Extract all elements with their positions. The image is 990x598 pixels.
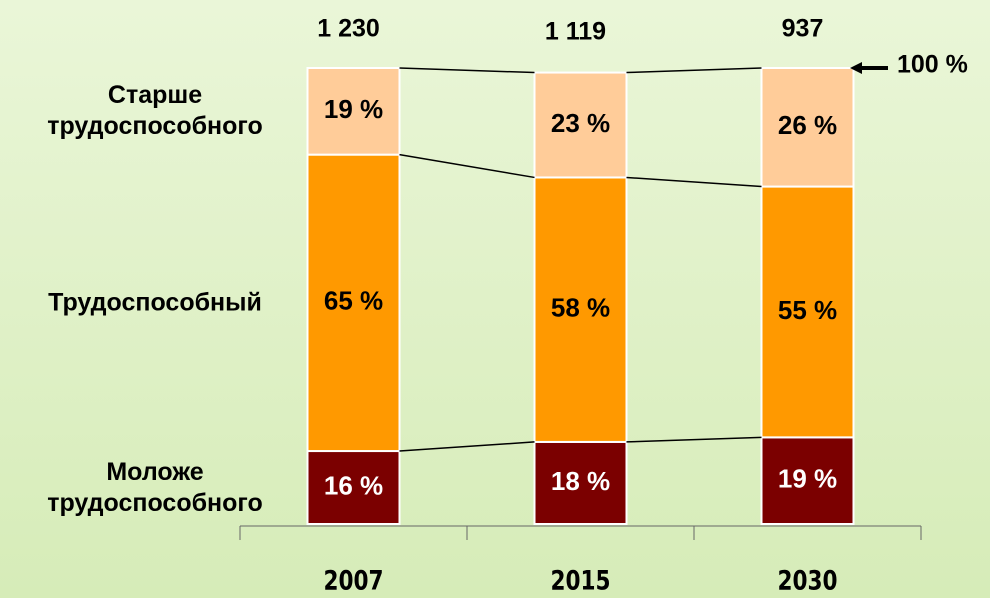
series-label: Моложе трудоспособного [47, 457, 263, 517]
bar-segment [306, 67, 401, 156]
connector [626, 176, 762, 188]
annotation-arrowhead [850, 62, 862, 74]
bar-segment [533, 71, 628, 179]
value-label: 16 % [324, 470, 383, 500]
bar-segment [306, 450, 401, 526]
value-label: 19 % [324, 94, 383, 124]
value-label: 65 % [324, 286, 383, 316]
bar-segment [533, 176, 628, 443]
x-tick-label: 2030 [777, 564, 837, 596]
value-label: 19 % [778, 464, 837, 494]
connector [626, 67, 762, 74]
bar-segment [760, 67, 855, 188]
connector [399, 67, 535, 74]
value-label: 58 % [551, 293, 610, 323]
bar-segment [760, 436, 855, 525]
connector [399, 153, 535, 179]
total-label: 937 [782, 15, 824, 43]
connector [399, 441, 535, 452]
total-label: 1 230 [317, 15, 380, 43]
value-label: 55 % [778, 295, 837, 325]
x-tick-label: 2015 [550, 564, 610, 596]
bar-segment [306, 153, 401, 453]
bar-segment [760, 185, 855, 439]
series-label: Трудоспособный [48, 288, 262, 317]
value-label: 26 % [778, 110, 837, 140]
total-label: 1 119 [545, 18, 606, 46]
bar-segment [533, 440, 628, 526]
annotation: 100 % [897, 51, 968, 79]
value-label: 18 % [551, 466, 610, 496]
connector [626, 436, 762, 443]
x-tick-label: 2007 [323, 564, 383, 596]
series-label: Старше трудоспособного [47, 81, 263, 141]
value-label: 23 % [551, 108, 610, 138]
